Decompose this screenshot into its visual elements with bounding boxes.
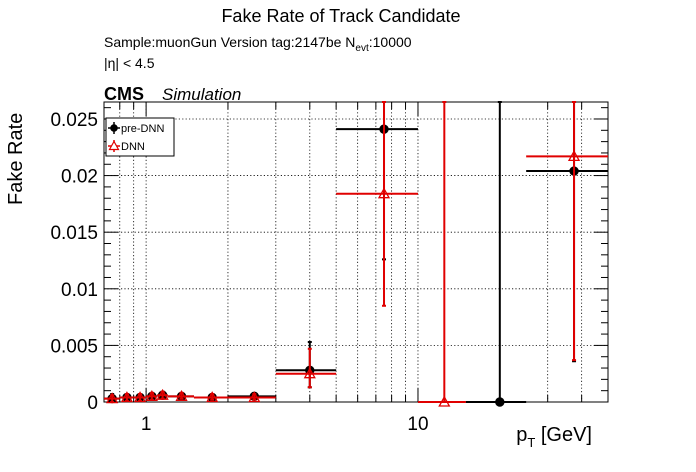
x-axis-label: pT [GeV] bbox=[516, 424, 592, 450]
x-axis-label-main: p bbox=[516, 424, 528, 446]
y-tick-label: 0.025 bbox=[50, 110, 98, 131]
x-tick-label: 1 bbox=[141, 414, 152, 435]
pre-dnn-point bbox=[495, 397, 505, 407]
y-tick-label: 0 bbox=[87, 393, 98, 414]
dnn-point bbox=[133, 391, 147, 403]
dnn-point bbox=[145, 390, 158, 401]
y-tick-label: 0.02 bbox=[61, 167, 98, 188]
y-tick-label: 0.01 bbox=[61, 280, 98, 301]
legend-dnn-marker bbox=[108, 140, 120, 151]
dnn-point bbox=[175, 390, 188, 401]
cms-label: CMS bbox=[104, 84, 144, 104]
legend-dnn-label: DNN bbox=[121, 141, 145, 153]
x-tick-label: 10 bbox=[407, 414, 428, 435]
y-tick-label: 0.015 bbox=[50, 223, 98, 244]
dnn-point bbox=[120, 391, 134, 403]
x-axis-label-unit: [GeV] bbox=[535, 424, 592, 446]
sample-info: Sample:muonGun Version tag:2147be Nevt:1… bbox=[104, 34, 412, 54]
dnn-point bbox=[106, 392, 119, 404]
dnn-point bbox=[156, 388, 169, 400]
plot-frame bbox=[103, 101, 609, 403]
plot-area bbox=[104, 102, 608, 402]
legend-pre-dnn-marker bbox=[110, 124, 118, 132]
simulation-label: Simulation bbox=[162, 85, 242, 104]
sample-info-suffix: :10000 bbox=[368, 34, 412, 50]
sample-info-prefix: Sample:muonGun Version tag:2147be N bbox=[104, 34, 356, 50]
x-axis-label-sub: T bbox=[527, 435, 536, 450]
y-tick-label: 0.005 bbox=[50, 336, 98, 357]
sample-info-sub: evt bbox=[355, 43, 369, 54]
eta-cut-label: |η| < 4.5 bbox=[104, 55, 155, 71]
chart-title: Fake Rate of Track Candidate bbox=[221, 6, 461, 26]
dnn-point bbox=[303, 367, 316, 379]
legend-pre-dnn-label: pre-DNN bbox=[121, 123, 164, 135]
dnn-point bbox=[377, 187, 391, 199]
dnn-point bbox=[567, 150, 581, 161]
dnn-point bbox=[438, 395, 451, 407]
dnn-point bbox=[206, 391, 219, 403]
dnn-point bbox=[248, 391, 261, 403]
